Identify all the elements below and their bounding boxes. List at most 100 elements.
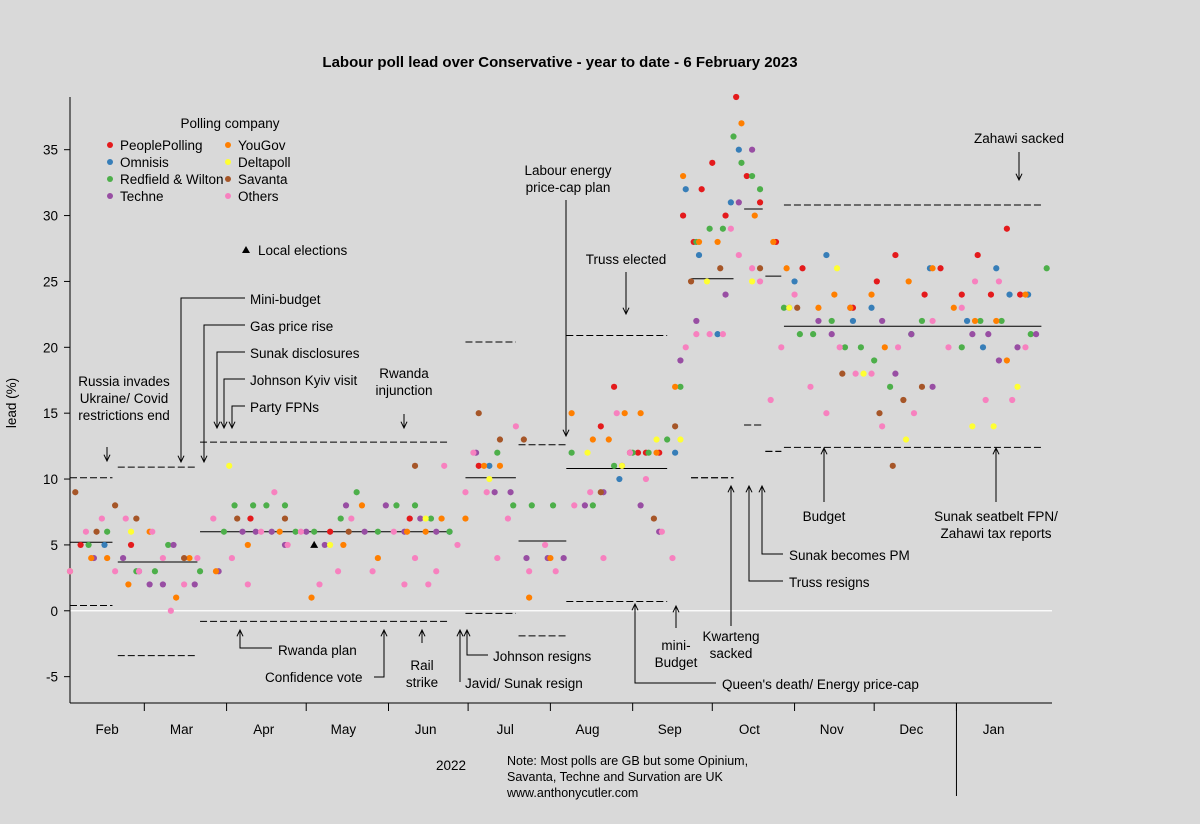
point-techne xyxy=(985,331,992,338)
point-yougov xyxy=(993,317,1000,325)
point-redfield-wilton xyxy=(1027,331,1034,338)
legend-marker-techne xyxy=(107,193,113,199)
point-redfield-wilton xyxy=(1043,265,1050,272)
point-others xyxy=(706,331,713,338)
point-redfield-wilton xyxy=(568,449,575,456)
point-redfield-wilton xyxy=(220,528,228,535)
point-techne xyxy=(191,581,198,588)
point-yougov xyxy=(881,344,888,351)
y-tick-label: 30 xyxy=(43,209,58,224)
point-redfield-wilton xyxy=(263,502,270,509)
point-others xyxy=(982,396,989,404)
point-yougov xyxy=(815,304,822,311)
point-redfield-wilton xyxy=(857,344,865,351)
x-month-label: Mar xyxy=(170,722,194,737)
point-savanta xyxy=(496,436,504,443)
point-others xyxy=(462,489,469,496)
point-savanta xyxy=(597,489,604,496)
point-redfield-wilton xyxy=(738,159,745,166)
point-peoplepolling xyxy=(634,449,642,456)
point-omnisis xyxy=(735,146,742,153)
point-techne xyxy=(417,515,424,522)
point-omnisis xyxy=(993,265,1000,272)
point-savanta xyxy=(756,265,764,272)
annotation-sunak-becomes-pm: Sunak becomes PM xyxy=(789,548,910,563)
point-others xyxy=(181,581,188,588)
point-others xyxy=(807,383,814,390)
annotation-rail-strike: Rail xyxy=(410,658,433,673)
point-others xyxy=(894,344,902,351)
y-tick-label: 25 xyxy=(43,274,58,289)
point-others xyxy=(504,515,512,522)
point-others xyxy=(945,344,952,351)
point-omnisis xyxy=(791,278,798,285)
point-savanta xyxy=(794,304,801,311)
point-omnisis xyxy=(101,541,108,549)
point-yougov xyxy=(950,304,957,311)
point-others xyxy=(483,489,490,496)
point-others xyxy=(494,554,501,562)
point-yougov xyxy=(403,528,411,535)
arrow-rail-strike-head xyxy=(418,628,426,637)
point-savanta xyxy=(520,436,527,443)
annotation-russia-invades: restrictions end xyxy=(78,408,170,423)
point-savanta xyxy=(181,554,188,562)
point-redfield-wilton xyxy=(549,502,557,509)
point-redfield-wilton xyxy=(828,317,835,325)
x-month-label: May xyxy=(331,722,357,737)
point-yougov xyxy=(714,238,721,246)
point-others xyxy=(767,396,774,404)
annotation-queens-death: Queen's death/ Energy price-cap xyxy=(722,677,919,692)
x-axis-year-label: 2022 xyxy=(436,758,466,773)
point-savanta xyxy=(650,515,657,522)
arrow-johnson-resigns-head xyxy=(463,628,471,637)
legend-label-techne: Techne xyxy=(120,189,164,204)
point-yougov xyxy=(738,120,745,127)
point-yougov xyxy=(679,172,687,180)
point-others xyxy=(748,265,756,272)
legend-marker-redfield-wilton xyxy=(107,176,113,182)
point-others xyxy=(369,568,376,575)
point-yougov xyxy=(88,554,95,562)
point-savanta xyxy=(475,410,482,417)
local-elections-legend-marker xyxy=(242,246,250,253)
annotation-sunak-disclosures: Sunak disclosures xyxy=(250,346,360,361)
arrow-sunak-becomes-pm-head xyxy=(758,484,766,493)
point-others xyxy=(210,515,217,522)
annotation-johnson-resigns: Johnson resigns xyxy=(493,649,592,664)
point-redfield-wilton xyxy=(250,502,257,509)
point-techne xyxy=(560,554,567,562)
annotation-mini-budget: Mini-budget xyxy=(250,292,321,307)
point-yougov xyxy=(462,515,469,522)
point-techne xyxy=(748,146,756,153)
point-techne xyxy=(828,331,835,338)
footnote-line: www.anthonycutler.com xyxy=(506,786,638,800)
point-others xyxy=(823,410,830,417)
local-elections-marker xyxy=(310,540,319,548)
point-savanta xyxy=(717,265,724,272)
point-yougov xyxy=(653,449,660,456)
point-yougov xyxy=(783,265,790,272)
point-yougov xyxy=(422,528,429,535)
point-redfield-wilton xyxy=(411,502,419,509)
point-deltapoll xyxy=(422,515,429,522)
point-techne xyxy=(507,489,514,496)
point-omnisis xyxy=(979,344,987,351)
point-yougov xyxy=(868,291,875,298)
point-others xyxy=(334,568,342,575)
point-peoplepolling xyxy=(873,278,880,285)
point-redfield-wilton xyxy=(958,344,965,351)
point-peoplepolling xyxy=(722,212,729,219)
point-others xyxy=(149,528,156,535)
point-peoplepolling xyxy=(921,291,928,298)
point-omnisis xyxy=(714,331,721,338)
point-others xyxy=(791,291,798,298)
point-peoplepolling xyxy=(958,291,965,298)
arrow-mini-budget-sep-head xyxy=(672,604,680,613)
point-yougov xyxy=(672,383,679,390)
point-others xyxy=(244,581,251,588)
point-techne xyxy=(433,528,440,535)
point-deltapoll xyxy=(703,278,711,285)
connector-gas-price-rise xyxy=(203,324,245,462)
legend-label-redfield-wilton: Redfield & Wilton xyxy=(120,172,224,187)
